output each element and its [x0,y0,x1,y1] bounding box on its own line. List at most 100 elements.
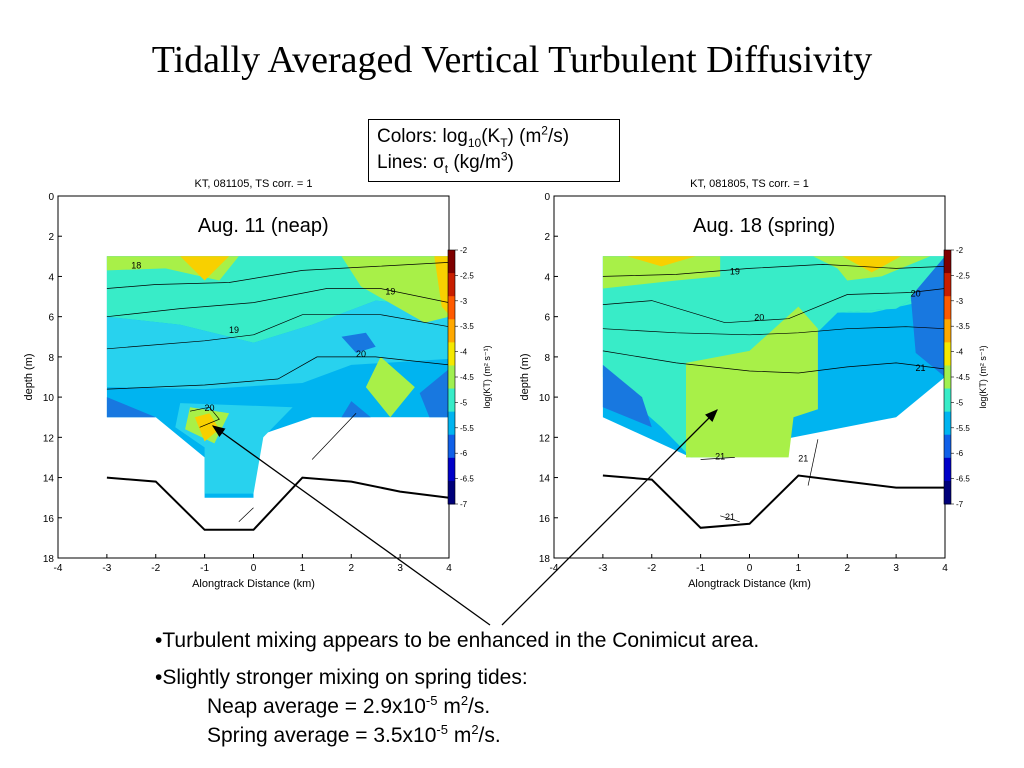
contour-line [700,457,735,460]
arrow-to-spring [501,409,718,626]
x-tick-label: 4 [942,563,948,574]
contour-region [341,332,376,353]
y-axis-label: depth (m) [23,353,35,400]
contour-region [627,256,696,267]
y-tick-label: 2 [48,232,54,243]
colorbar-label: log(KT) (m² s⁻¹) [482,345,492,408]
y-tick-label: 10 [43,393,55,404]
x-tick-label: -3 [598,563,607,574]
y-tick-label: 10 [539,393,551,404]
x-tick-label: -1 [696,563,705,574]
contour-label: 21 [725,512,735,522]
bullet-2: •Slightly stronger mixing on spring tide… [155,666,528,689]
spring-unit-exp: 2 [471,722,479,737]
colorbar-tick-label: -3 [956,297,964,306]
neap-unit-exp: 2 [460,693,469,708]
x-tick-label: -4 [550,563,559,574]
chart-title: KT, 081105, TS corr. = 1 [195,178,313,190]
y-tick-label: 8 [48,353,54,364]
colorbar-tick-label: -2 [956,246,964,255]
spring-unit-end: /s. [478,724,501,747]
contour-region [602,364,652,428]
neap-average-text: Neap average = 2.9x10 [207,695,426,718]
legend-sub: T [500,135,508,150]
colorbar-swatch [448,434,455,459]
x-tick-label: 4 [446,563,452,574]
y-tick-label: 2 [544,232,550,243]
colorbar-tick-label: -4.5 [460,373,474,382]
spring-average-text: Spring average = 3.5x10 [207,724,437,747]
y-tick-label: 4 [48,272,54,283]
y-tick-label: 12 [43,433,55,444]
legend-sigma: σ [432,152,445,173]
y-tick-label: 6 [48,313,54,324]
y-tick-label: 18 [539,554,551,565]
x-axis-label: Alongtrack Distance (km) [192,578,315,590]
contour-line [189,406,220,428]
bottom-depth-line [602,474,945,529]
contour-region [686,306,818,458]
legend-text: ) [507,152,514,173]
colorbar-swatch [944,296,951,320]
contour-line [106,288,450,318]
colorbar-swatch [944,319,951,343]
colorbar-tick-label: -5 [460,398,468,407]
y-axis-label: depth (m) [519,353,531,400]
x-tick-label: 2 [348,563,354,574]
colorbar-tick-label: -5.5 [956,424,970,433]
contour-region [602,256,721,289]
contour-line [311,412,357,460]
contour-region [341,256,449,323]
contour-label: 19 [385,287,395,297]
contour-label: 21 [715,451,725,461]
neap-exponent: -5 [425,693,438,708]
colorbar-tick-label: -3.5 [460,322,474,331]
neap-unit-end: /s. [468,695,491,718]
legend-text: (kg/m [448,152,501,173]
neap-average: Neap average = 2.9x10-5 m2/s. [155,692,759,721]
panel-annotation: Aug. 18 (spring) [693,215,835,237]
y-tick-label: 6 [544,313,550,324]
colorbar-swatch [448,480,455,505]
spring-exponent: -5 [436,722,448,737]
contour-region [194,413,220,442]
legend-box: Colors: log10(KT) (m2/s) Lines: σt (kg/m… [368,119,620,182]
slide-title: Tidally Averaged Vertical Turbulent Diff… [151,39,873,81]
colorbar-swatch [448,388,455,413]
colorbar-swatch [448,365,455,390]
legend-text: (K [481,126,501,147]
contour-region [106,397,156,418]
contour-region [341,401,371,418]
contour-region [106,300,450,390]
x-tick-label: 1 [300,563,306,574]
y-tick-label: 8 [544,353,550,364]
colorbar-swatch [944,250,951,274]
x-tick-label: -2 [647,563,656,574]
legend-sup: 3 [500,149,508,164]
contour-label: 18 [131,260,141,270]
colorbar-swatch [944,480,951,505]
colorbar-swatch [944,365,951,390]
colorbar-tick-label: -5 [956,398,964,407]
contour-region [910,256,945,377]
x-tick-label: -3 [102,563,111,574]
contour-line [106,356,450,390]
colorbar-swatch [944,342,951,366]
y-tick-label: 14 [539,474,551,485]
colorbar-tick-label: -3 [460,297,468,306]
legend-lines-line: Lines: σt (kg/m3) [377,150,619,176]
x-tick-label: 0 [251,563,257,574]
contour-line [106,262,450,289]
y-tick-label: 0 [48,192,54,203]
y-tick-label: 14 [43,474,55,485]
x-tick-label: 3 [397,563,403,574]
contour-label: 20 [205,403,215,413]
contour-label: 19 [229,325,239,335]
contour-region [180,256,230,281]
bullet-1: •Turbulent mixing appears to be enhanced… [155,629,760,652]
colorbar-tick-label: -6.5 [956,475,970,484]
colorbar-tick-label: -6 [956,449,964,458]
